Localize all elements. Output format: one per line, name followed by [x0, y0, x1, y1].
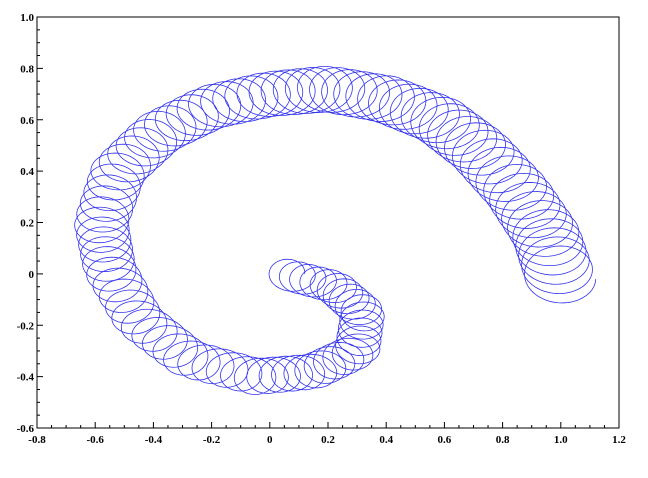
y-tick-label: 0.8: [20, 63, 34, 75]
x-tick-label: 1.0: [554, 434, 568, 446]
curve-layer: [74, 65, 597, 396]
y-tick-label: 0: [29, 269, 35, 281]
y-tick-label: -0.2: [17, 320, 35, 332]
x-tick-label: 0.6: [438, 434, 452, 446]
y-tick-label: 0.4: [20, 166, 34, 178]
x-tick-label: 0.4: [379, 434, 393, 446]
y-tick-label: 0.2: [20, 218, 34, 230]
x-tick-label: 0.2: [321, 434, 335, 446]
y-tick-label: 1.0: [20, 12, 34, 24]
plot-frame: [36, 16, 620, 429]
x-tick-label: 0: [267, 434, 273, 446]
x-axis-ticks: -0.8 -0.6 -0.4 -0.2 0 0.2 0.4 0.6 0.8 1.0 1.2: [28, 422, 626, 446]
x-tick-label: -0.4: [145, 434, 163, 446]
x-tick-label: -0.2: [203, 434, 221, 446]
y-tick-label: -0.6: [17, 423, 35, 435]
y-axis-ticks: -0.6 -0.4 -0.2 0 0.2 0.4 0.6 0.8 1.0: [17, 12, 43, 435]
x-tick-label: 0.8: [496, 434, 510, 446]
x-tick-label: -0.6: [86, 434, 104, 446]
x-tick-label: 1.2: [612, 434, 626, 446]
x-tick-label: -0.8: [28, 434, 46, 446]
y-tick-label: -0.4: [17, 372, 35, 384]
spiral-series-line: [74, 65, 597, 396]
y-tick-label: 0.6: [20, 115, 34, 127]
